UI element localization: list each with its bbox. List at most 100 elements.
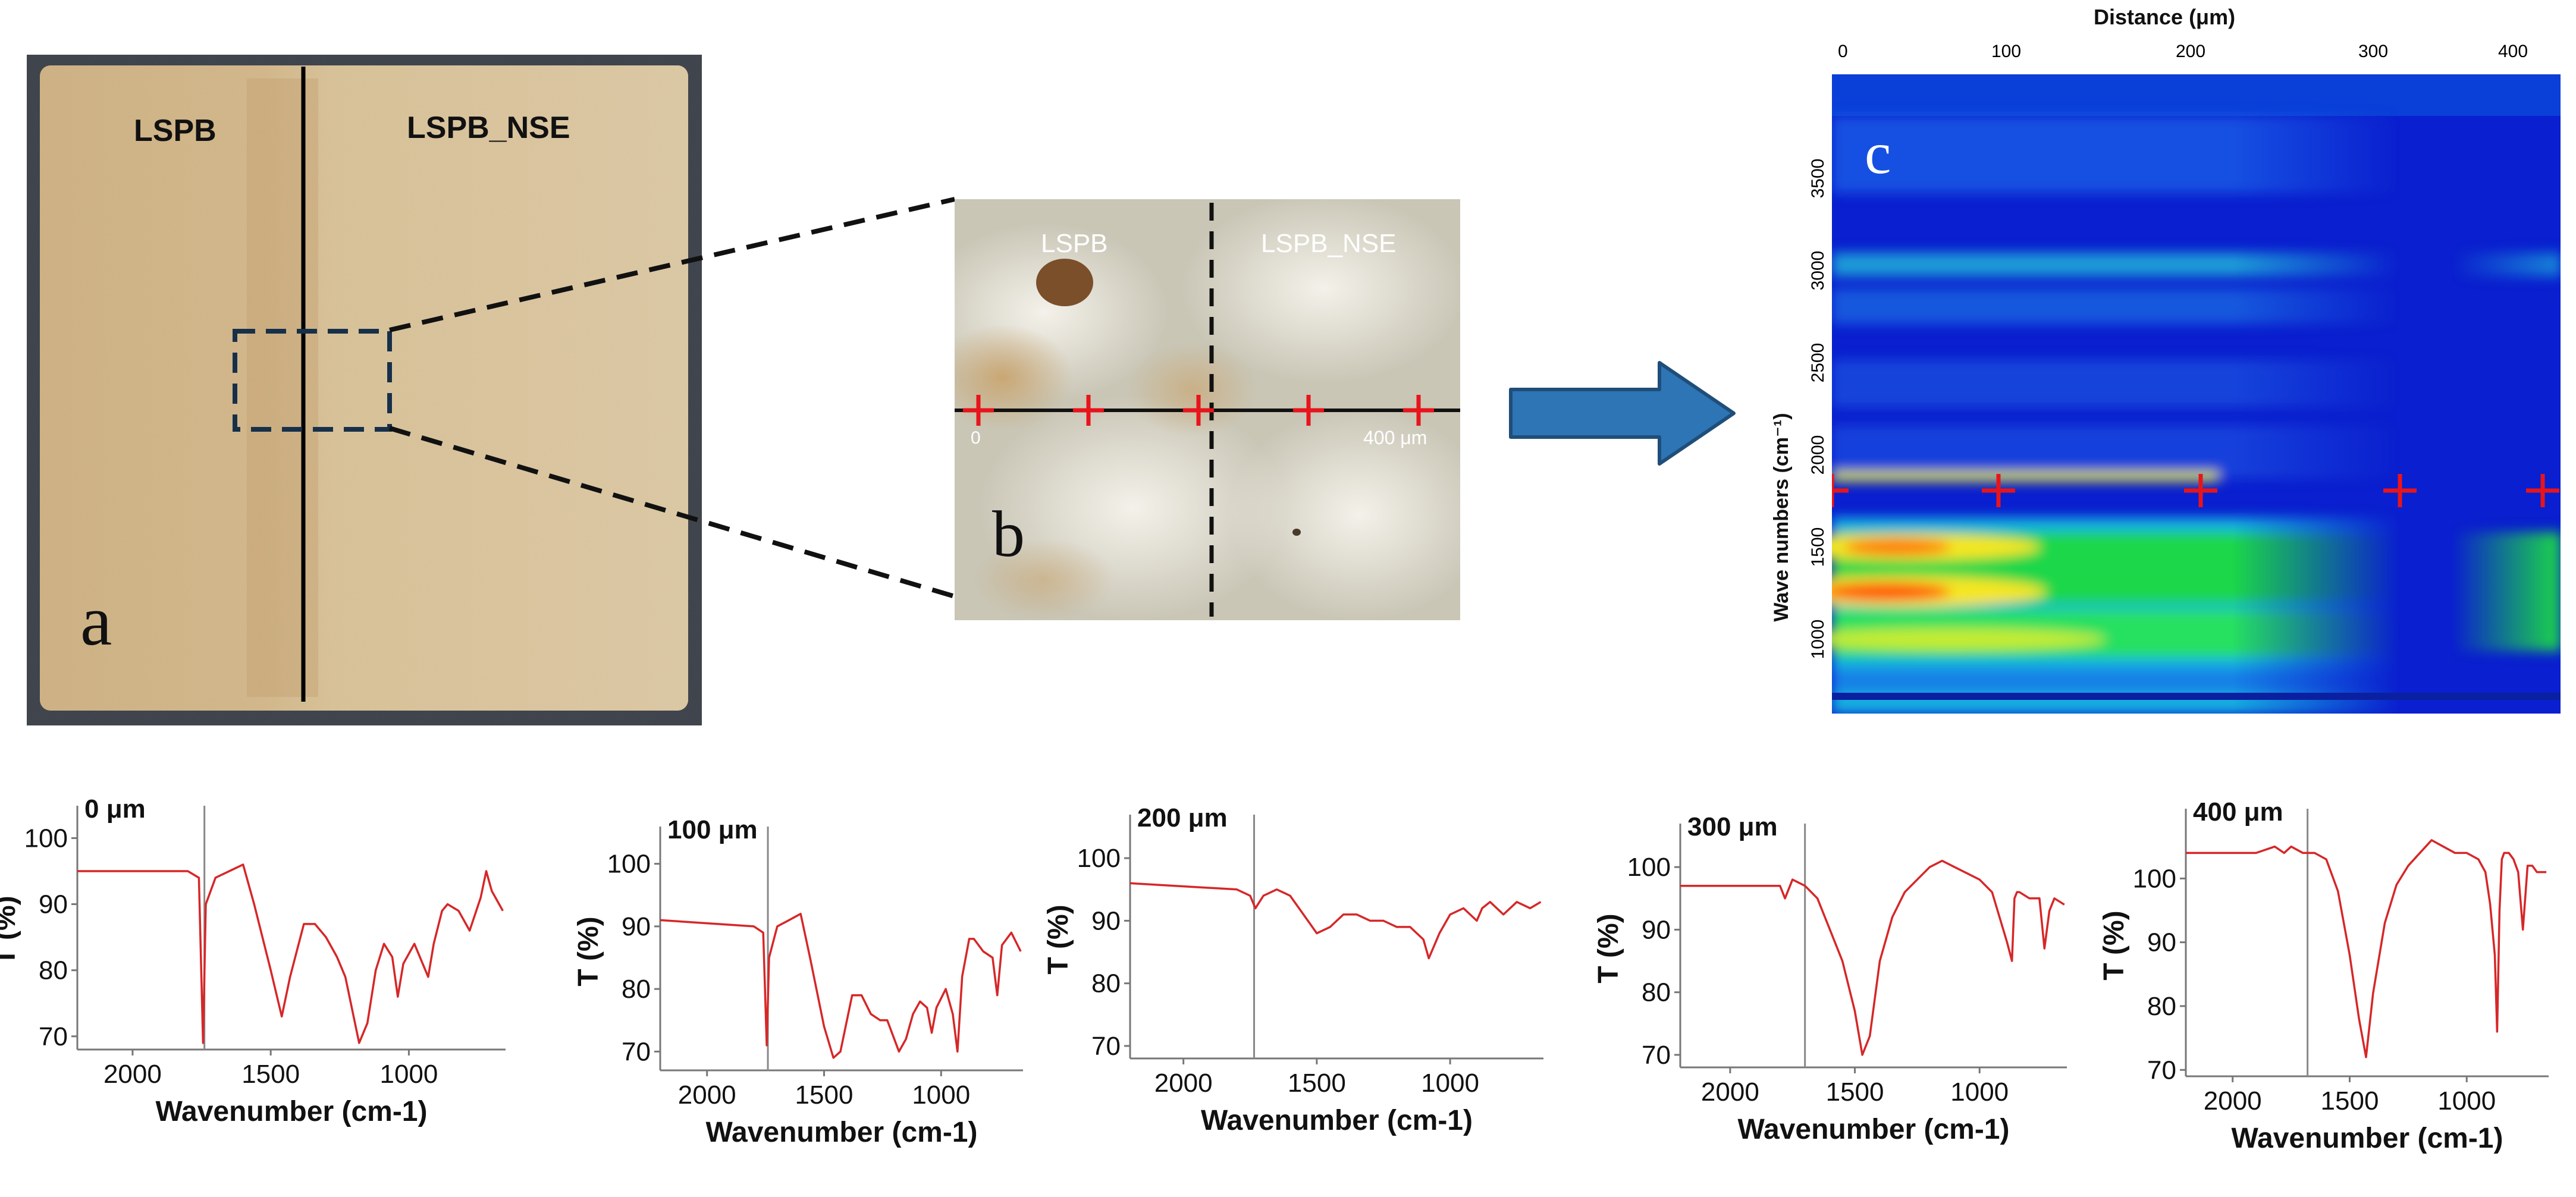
y-tick-label: 100	[1077, 844, 1121, 873]
y-tick-label: 90	[622, 912, 651, 941]
panel-b-start-tick: 0	[971, 428, 981, 448]
y-axis-title: T (%)	[2098, 910, 2130, 980]
panel-a-right-label: LSPB_NSE	[407, 111, 570, 145]
panel-c-letter: c	[1865, 120, 1891, 186]
y-axis-title: T (%)	[1043, 904, 1074, 974]
spectrum-line	[77, 863, 504, 1044]
panel-c-xtick-400: 400	[2498, 42, 2528, 61]
x-tick-label: 1000	[912, 1080, 970, 1110]
x-tick-label: 1000	[1421, 1069, 1479, 1098]
panel-c-marker-0	[1832, 474, 1849, 507]
y-tick-label: 70	[39, 1022, 68, 1051]
panel-a-zoom-box	[233, 329, 392, 432]
y-tick-label: 70	[2147, 1055, 2176, 1085]
x-axis-title: Wavenumber (cm-1)	[1201, 1105, 1473, 1136]
x-tick-label: 2000	[678, 1080, 736, 1110]
panel-b-right-label: LSPB_NSE	[1261, 229, 1397, 258]
panel-c-xtick-0: 0	[1838, 42, 1848, 61]
panel-a-photo	[27, 55, 702, 725]
x-tick-label: 1000	[2437, 1086, 2496, 1116]
panel-c-xtick-300: 300	[2358, 42, 2389, 61]
panel-c-xtick-200: 200	[2176, 42, 2206, 61]
panel-a-letter: a	[80, 581, 112, 660]
x-tick-label: 1500	[2321, 1086, 2379, 1116]
x-tick-label: 2000	[1701, 1077, 1759, 1107]
x-tick-label: 1500	[795, 1080, 854, 1110]
spectrum-chart-1: 100 90 80 70 2000 1500 1000 100 μm Wavenumber (c…	[573, 815, 1023, 1148]
y-tick-label: 90	[1642, 915, 1671, 944]
x-tick-label: 2000	[103, 1060, 162, 1089]
x-tick-label: 2000	[2204, 1086, 2262, 1116]
x-tick-label: 1000	[1950, 1077, 2009, 1107]
panel-c-marker-200	[2184, 474, 2217, 507]
spectrum-title: 200 μm	[1137, 803, 1228, 832]
spectrum-chart-2: 100 90 80 70 2000 1500 1000 200 μm Wavenumber (c…	[1043, 803, 1543, 1136]
panel-b-marker-100	[1073, 395, 1104, 426]
ftir-spectra-row: 100 90 80 70 2000 1500 1000 0 μm Wavenumber (cm-…	[0, 794, 2549, 1154]
y-tick-label: 80	[1091, 969, 1121, 998]
y-tick-label: 70	[1091, 1032, 1121, 1061]
y-tick-label: 80	[39, 956, 68, 985]
spectrum-title: 100 μm	[667, 815, 758, 844]
x-axis-title: Wavenumber (cm-1)	[706, 1117, 978, 1148]
y-tick-label: 80	[622, 975, 651, 1004]
spectrum-line	[2186, 839, 2547, 1058]
y-tick-label: 70	[1642, 1041, 1671, 1070]
x-axis-title: Wavenumber (cm-1)	[156, 1096, 428, 1127]
spectrum-title: 400 μm	[2193, 797, 2283, 827]
x-tick-label: 2000	[1154, 1069, 1213, 1098]
y-tick-label: 100	[24, 824, 68, 853]
panel-b-marker-200	[1183, 395, 1214, 426]
x-tick-label: 1500	[1288, 1069, 1346, 1098]
panel-b-marker-400	[1403, 395, 1434, 426]
panel-b-markers	[963, 395, 1434, 426]
panel-c-ytick-2500: 2500	[1808, 343, 1828, 383]
panel-c-yticks: 3500 3000 2500 2000 1500 1000	[1808, 159, 1828, 659]
spectrum-line	[1680, 859, 2065, 1056]
x-tick-label: 1000	[379, 1060, 438, 1089]
panel-c-ytick-1000: 1000	[1808, 620, 1828, 659]
panel-a-left-label: LSPB	[134, 114, 217, 148]
y-tick-label: 70	[622, 1037, 651, 1066]
y-axis-title: T (%)	[1593, 913, 1624, 983]
panel-b-marker-300	[1293, 395, 1324, 426]
x-tick-label: 1500	[1826, 1077, 1884, 1107]
panel-b-marker-0	[963, 395, 994, 426]
panel-b-end-tick: 400 μm	[1363, 427, 1427, 448]
spectrum-chart-3: 100 90 80 70 2000 1500 1000 300 μm Wavenumber (c…	[1593, 812, 2067, 1145]
panel-b-letter: b	[992, 498, 1025, 570]
y-tick-label: 90	[1091, 906, 1121, 935]
panel-c-ytick-2000: 2000	[1808, 435, 1828, 475]
y-tick-label: 90	[39, 890, 68, 919]
panel-b-left-label: LSPB	[1041, 229, 1108, 258]
panel-c-markers	[1832, 474, 2559, 507]
panel-c-xtick-100: 100	[1991, 42, 2022, 61]
spectrum-line	[660, 913, 1022, 1059]
spectrum-chart-0: 100 90 80 70 2000 1500 1000 0 μm Wavenumber (cm-…	[0, 794, 506, 1127]
panel-c-ytick-1500: 1500	[1808, 527, 1828, 567]
spectrum-title: 300 μm	[1687, 812, 1778, 841]
y-tick-label: 100	[607, 850, 651, 879]
panel-c-marker-300	[2383, 474, 2417, 507]
arrow-icon	[1509, 361, 1736, 466]
y-tick-label: 80	[2147, 992, 2176, 1021]
panel-c-marker-400	[2526, 474, 2559, 507]
panel-c-marker-100	[1982, 474, 2015, 507]
x-axis-title: Wavenumber (cm-1)	[2232, 1123, 2503, 1154]
panel-c-heatmap	[1832, 74, 2561, 714]
panel-c-left-axis-title: Wave numbers (cm⁻¹)	[1770, 413, 1793, 622]
panel-c-ytick-3000: 3000	[1808, 251, 1828, 291]
y-tick-label: 100	[2133, 864, 2176, 893]
y-tick-label: 100	[1627, 853, 1671, 882]
y-axis-title: T (%)	[573, 916, 604, 986]
panel-c-ytick-3500: 3500	[1808, 159, 1828, 199]
x-tick-label: 1500	[241, 1060, 300, 1089]
y-tick-label: 90	[2147, 928, 2176, 957]
y-axis-title: T (%)	[0, 896, 21, 965]
spectrum-line	[1129, 882, 1542, 960]
x-axis-title: Wavenumber (cm-1)	[1738, 1114, 2010, 1145]
panel-c-top-axis-title: Distance (μm)	[2094, 5, 2236, 29]
y-tick-label: 80	[1642, 978, 1671, 1007]
spectrum-chart-4: 100 90 80 70 2000 1500 1000 400 μm Wavenumber (c…	[2098, 797, 2549, 1154]
